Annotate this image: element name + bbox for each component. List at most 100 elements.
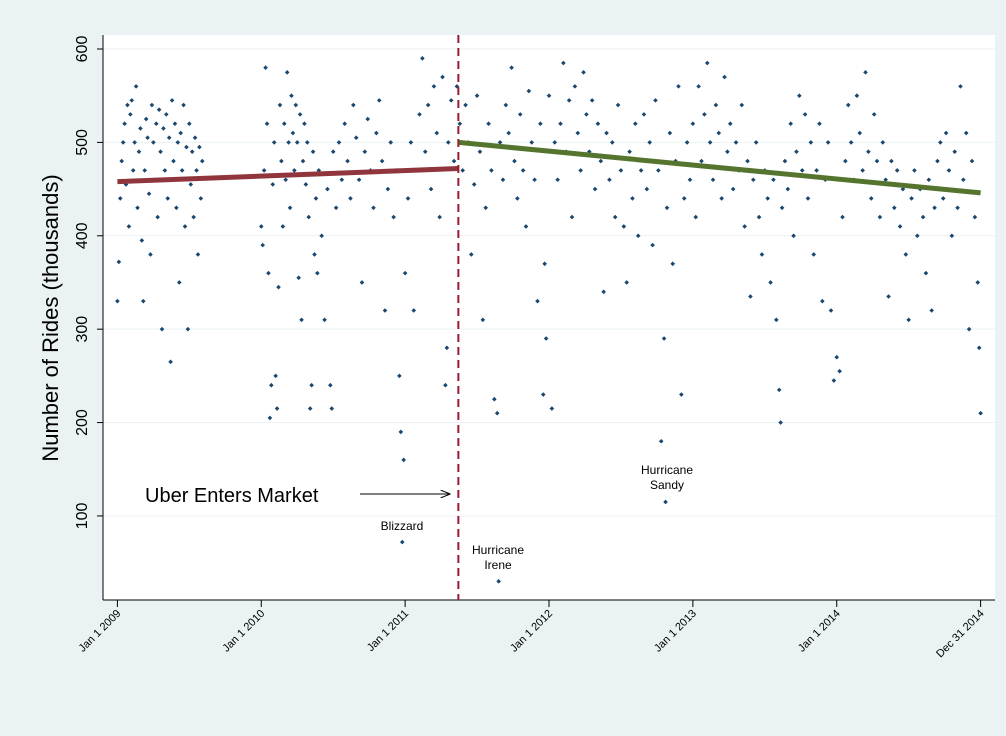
data-point [261,168,267,173]
data-point [638,168,644,173]
data-point [457,121,463,127]
data-point [417,112,422,117]
data-point [926,177,932,183]
data-point [555,177,560,183]
data-point [647,140,653,145]
data-point [316,168,322,173]
data-point [615,102,621,108]
data-point [279,158,284,164]
data-point [630,196,635,201]
data-point [359,280,365,285]
data-point [434,130,440,136]
data-point [546,93,552,99]
y-tick-label: 300 [74,316,91,343]
data-point [299,317,304,323]
data-point [949,233,955,239]
y-tick-label: 600 [74,36,91,63]
data-point [365,116,371,122]
data-point [146,191,152,197]
trend-line [117,166,459,185]
data-point [260,242,265,248]
data-point [307,406,313,411]
data-point [463,102,468,108]
data-point [402,270,408,276]
data-point [543,336,549,341]
data-point [549,406,555,411]
data-point [313,196,319,201]
data-point [310,149,316,155]
data-point [271,140,277,145]
data-point [943,130,949,136]
data-point [149,102,155,108]
data-point [188,182,194,187]
data-point [696,84,701,89]
annotation: Hurricane [641,463,693,477]
data-point [512,158,517,164]
data-point [635,233,641,239]
data-point [506,130,512,136]
data-point [125,102,130,108]
data-point [379,158,385,164]
data-point [742,224,747,229]
data-point [894,168,900,173]
data-point [420,56,425,61]
data-point [797,93,802,99]
data-point [398,429,404,435]
data-point [164,112,169,117]
data-point [955,205,960,211]
data-point [693,214,699,220]
data-point [169,98,175,103]
data-point [189,149,195,155]
data-point [644,186,650,192]
data-point [132,140,137,145]
data-point [776,387,782,393]
data-point [148,252,153,257]
data-point [713,102,719,108]
data-point [451,158,457,164]
data-point [848,140,854,145]
data-point [589,98,595,103]
data-point [345,158,350,164]
data-point [405,196,411,201]
data-point [312,252,317,257]
data-point [198,196,204,201]
data-point [612,214,618,220]
data-point [857,130,863,136]
data-point [362,149,368,155]
data-point [428,186,434,192]
data-point [702,112,707,117]
data-point [431,84,437,89]
data-point [294,140,300,145]
data-point [641,112,647,117]
data-point [932,205,937,211]
data-point [961,177,966,183]
data-point [699,158,704,164]
data-point [667,130,673,136]
data-point [963,130,969,136]
data-point [293,102,299,108]
data-point [339,177,345,183]
data-point [115,298,120,304]
data-point [834,354,840,360]
data-point [306,214,312,220]
data-point [532,177,537,183]
data-point [356,177,362,183]
data-point [489,168,494,173]
data-point [727,121,733,127]
data-point [966,326,972,332]
data-point [399,539,405,545]
data-point [119,158,125,164]
data-point [978,410,983,416]
data-point [292,168,297,173]
data-point [176,280,182,285]
data-point [828,308,834,313]
data-point [782,158,788,164]
data-point [561,60,566,66]
data-point [280,224,286,229]
data-point [391,214,396,220]
data-point [159,326,165,332]
data-point [496,579,501,584]
data-point [799,168,805,173]
data-point [771,177,776,183]
data-point [866,149,871,155]
